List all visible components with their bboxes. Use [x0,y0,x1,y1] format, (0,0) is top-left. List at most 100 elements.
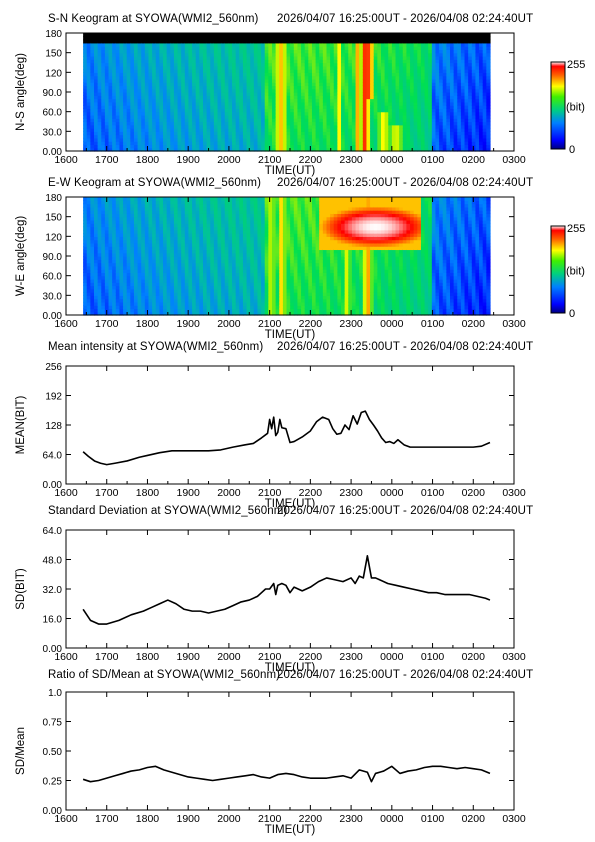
sn-keogram-cell [97,59,102,64]
sn-keogram-cell [133,95,139,100]
sn-keogram-cell [304,147,309,152]
sn-keogram-cell [257,72,262,77]
sn-keogram-cell [202,147,208,152]
sn-keogram-cell [192,98,197,103]
sn-keogram-cell [130,105,135,109]
sn-keogram-cell [239,62,244,67]
sn-keogram-cell [133,131,139,136]
sn-keogram-cell [297,69,302,73]
sn-keogram-cell [388,121,393,126]
sn-keogram-cell [380,62,386,67]
sn-keogram-cell [101,33,106,37]
sn-keogram-cell [355,72,360,77]
sn-keogram-cell [304,52,309,57]
sn-keogram-cell [275,82,280,87]
sn-keogram-cell [391,108,397,113]
sn-keogram-cell [195,69,200,73]
sn-keogram-cell [112,72,117,77]
sn-keogram-cell [130,49,135,54]
sn-keogram-cell [373,114,378,119]
sn-keogram-cell [210,137,215,142]
sn-keogram-cell [373,39,378,44]
sn-keogram-cell [184,42,190,47]
sn-keogram-cell [166,101,171,106]
sn-keogram-cell [351,36,357,41]
sn-keogram-cell [293,131,299,136]
sn-keogram-cell [155,85,160,90]
sn-keogram-cell [210,55,215,60]
sn-keogram-cell [362,111,368,116]
sn-keogram-cell [90,75,95,80]
sn-keogram-cell [279,105,284,109]
sn-keogram-cell [137,49,142,54]
sn-keogram-cell [290,114,295,119]
sn-keogram-cell [362,105,368,109]
sn-keogram-cell [304,75,309,80]
sn-keogram-cell [308,82,313,87]
sn-keogram-cell [377,33,382,37]
sn-keogram-cell [173,49,179,54]
sn-keogram-cell [282,82,288,87]
sn-keogram-cell [344,49,349,54]
sn-keogram-cell [333,121,338,126]
sn-keogram-cell [351,72,357,77]
sn-keogram-cell [239,78,244,83]
sn-keogram-cell [217,88,222,93]
sn-keogram-cell [268,85,273,90]
sn-keogram-cell [253,55,259,60]
sn-keogram-cell [297,105,302,109]
sn-keogram-cell [192,55,197,60]
sn-keogram-cell [83,134,88,139]
sn-keogram-cell [384,65,389,70]
sn-keogram-cell [141,134,146,139]
sn-keogram-cell [159,141,164,146]
sn-keogram-cell [188,85,193,90]
sn-keogram-cell [297,55,302,60]
sn-keogram-cell [184,82,190,87]
sn-keogram-cell [112,131,117,136]
sn-keogram-cell [112,95,117,100]
sn-keogram-cell [250,88,255,93]
sn-keogram-cell [232,101,237,106]
sn-keogram-cell [308,59,313,64]
sn-keogram-cell [155,92,160,96]
sn-keogram-cell [192,134,197,139]
sn-keogram-cell [173,114,179,119]
sn-keogram-cell [395,46,400,50]
sn-keogram-cell [173,124,179,129]
sn-keogram-cell [286,72,291,77]
sn-keogram-cell [206,131,211,136]
sn-keogram-cell [359,39,364,44]
sn-keogram-cell [148,52,153,57]
sn-keogram-cell [181,78,186,83]
sn-keogram-cell [246,75,251,80]
sn-keogram-cell [388,128,393,132]
sn-keogram-cell [152,141,157,146]
ew-keogram-image [83,197,491,316]
sn-keogram-cell [83,39,88,44]
sn-keogram-cell [112,128,117,132]
sn-keogram-cell [221,92,226,96]
sn-keogram-cell [330,65,335,70]
sn-keogram-cell [195,46,200,50]
sn-keogram-cell [453,33,458,37]
sn-keogram-cell [112,121,117,126]
sn-keogram-cell [213,46,219,50]
sn-keogram-cell [97,144,102,149]
sn-keogram-cell [311,101,317,106]
sn-keogram-cell [195,134,200,139]
sn-keogram-cell [341,128,346,132]
sn-keogram-cell [362,101,368,106]
sn-keogram-cell [119,42,124,47]
sn-keogram-cell [268,137,273,142]
sn-keogram-cell [144,121,150,126]
sn-keogram-cell [202,105,208,109]
sn-keogram-cell [119,85,124,90]
sn-keogram-cell [351,82,357,87]
sn-keogram-cell [239,134,244,139]
sn-keogram-cell [301,108,306,113]
sn-keogram-cell [195,95,200,100]
sn-keogram-cell [130,52,135,57]
sn-keogram-cell [384,49,389,54]
sn-keogram-cell [337,108,342,113]
